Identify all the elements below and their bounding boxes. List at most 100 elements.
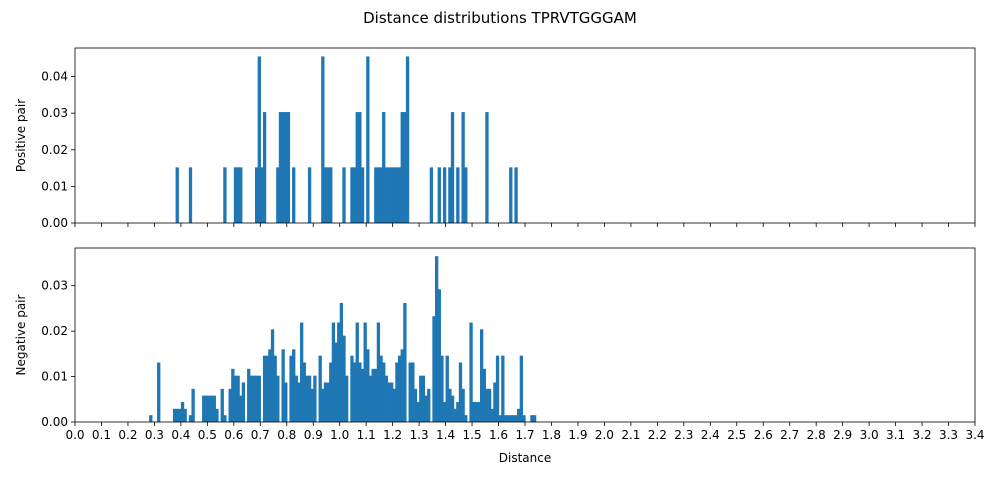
histogram-bar [323, 382, 328, 422]
histogram-bar [376, 322, 381, 422]
histogram-bar [355, 112, 359, 223]
histogram-bar [278, 112, 283, 223]
histogram-bar [307, 167, 312, 223]
histogram-bar [522, 415, 526, 422]
panel-negative: 0.00 0.01 0.02 0.03 0.0 0.1 0.2 0.3 0.4 0.5 0.6 0.7… [14, 247, 985, 442]
histogram-bar [292, 349, 296, 422]
chart-title: Distance distributions TPRVTGGGAM [363, 9, 637, 27]
histogram-bar [223, 415, 227, 422]
histogram-bar [321, 56, 325, 223]
x-tick-label: 0.6 [224, 428, 243, 442]
x-tick-label: 2.2 [648, 428, 667, 442]
histogram-bar [469, 322, 473, 422]
x-tick-label: 0.7 [251, 428, 270, 442]
histogram-bar [397, 167, 402, 223]
x-tick-label: 2.9 [833, 428, 852, 442]
x-tick-label: 0.8 [277, 428, 296, 442]
x-tick-label: 3.3 [939, 428, 958, 442]
histogram-bar [379, 167, 383, 223]
histogram-bar [292, 167, 296, 223]
y-axis-label: Negative pair [14, 294, 28, 375]
x-tick-label: 0.4 [171, 428, 190, 442]
histogram-bar [413, 388, 418, 422]
histogram-bar [294, 375, 299, 422]
histogram-bar [247, 368, 251, 422]
histogram-bar [318, 355, 322, 422]
histogram-bar [321, 388, 325, 422]
histogram-bar [255, 375, 259, 422]
histogram-bar [390, 167, 394, 223]
histogram-bar [448, 388, 452, 422]
histogram-bar [366, 56, 370, 223]
histogram-bar [257, 375, 261, 422]
histogram-bar [231, 368, 235, 422]
y-axis-label: Positive pair [14, 99, 28, 172]
y-tick-label: 0.00 [41, 415, 68, 429]
histogram-bar [503, 415, 508, 422]
histogram-bar [233, 167, 238, 223]
histogram-bar [487, 388, 492, 422]
x-tick-label: 0.9 [304, 428, 323, 442]
y-tick-label: 0.02 [41, 143, 68, 157]
histogram-bar [427, 388, 431, 422]
histogram-bar [382, 112, 386, 223]
histogram-bar [223, 167, 227, 223]
histogram-bar [384, 375, 389, 422]
histogram-bar [202, 395, 206, 422]
histogram-bar [477, 402, 481, 422]
histogram-bar [509, 167, 513, 223]
histogram-bar [339, 302, 344, 422]
histogram-bar [334, 342, 338, 422]
histogram-bar [210, 395, 214, 422]
histogram-bar [281, 349, 285, 422]
histogram-bar [437, 167, 441, 223]
histogram-bar [297, 382, 301, 422]
histogram-bar [437, 289, 441, 422]
histogram-bar [517, 408, 521, 422]
histogram-bar [302, 362, 306, 422]
histogram-bar [397, 355, 402, 422]
histogram-bar [345, 375, 349, 422]
y-tick-label: 0.01 [41, 179, 68, 193]
histogram-bar [157, 362, 161, 422]
histogram-bar [188, 415, 193, 422]
histogram-bar [400, 349, 404, 422]
x-tick-label: 0.1 [92, 428, 111, 442]
histogram-bar [239, 167, 243, 223]
histogram-bar [180, 402, 185, 422]
x-tick-label: 1.0 [330, 428, 349, 442]
histogram-bar [511, 415, 516, 422]
histogram-bar [236, 375, 240, 422]
histogram-bar [530, 415, 534, 422]
histogram-bar [358, 362, 362, 422]
x-tick-label: 1.8 [542, 428, 561, 442]
histogram-bar [387, 382, 391, 422]
histogram-bar [326, 382, 330, 422]
y-tick-label: 0.02 [41, 324, 68, 338]
histogram-bar [233, 375, 238, 422]
histogram-bar [284, 112, 288, 223]
histogram-bar [255, 167, 259, 223]
histogram-bar [453, 408, 457, 422]
histogram-bar [509, 415, 513, 422]
histogram-bar [442, 167, 447, 223]
histogram-bar [307, 375, 312, 422]
histogram-bar [506, 415, 510, 422]
histogram-bar [175, 167, 179, 223]
histogram-bar [352, 167, 357, 223]
histogram-bar [461, 112, 465, 223]
histogram-bar [485, 112, 489, 223]
histogram-bar [429, 167, 434, 223]
histogram-bar [435, 256, 439, 422]
histogram-bar [450, 395, 455, 422]
histogram-bar [395, 362, 399, 422]
histogram-bar [490, 408, 494, 422]
histogram-bar [260, 167, 264, 223]
histogram-bar [464, 167, 468, 223]
histogram-bar [360, 368, 365, 422]
x-tick-label: 1.1 [357, 428, 376, 442]
histogram-bar [262, 355, 267, 422]
x-tick-label: 0.0 [65, 428, 84, 442]
